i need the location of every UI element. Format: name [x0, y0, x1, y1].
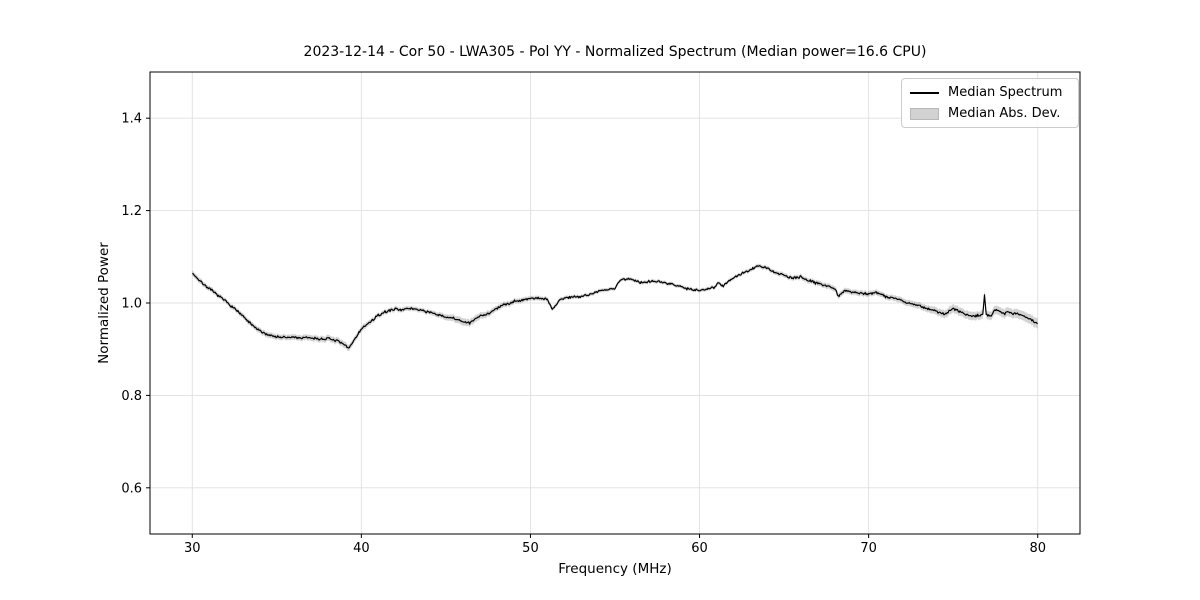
y-tick-label: 1.0 [121, 297, 142, 312]
legend: Median Spectrum Median Abs. Dev. [901, 78, 1079, 128]
y-axis-label: Normalized Power [96, 242, 112, 364]
x-axis-label: Frequency (MHz) [558, 561, 672, 577]
x-tick-label: 30 [184, 541, 201, 556]
legend-item-median-spectrum: Median Spectrum [910, 84, 1070, 101]
legend-label: Median Abs. Dev. [948, 106, 1061, 121]
x-tick-label: 40 [353, 541, 370, 556]
legend-item-median-abs-dev: Median Abs. Dev. [910, 105, 1070, 122]
chart-title: 2023-12-14 - Cor 50 - LWA305 - Pol YY - … [303, 44, 927, 60]
x-tick-label: 80 [1029, 541, 1046, 556]
x-tick-label: 60 [691, 541, 708, 556]
legend-label: Median Spectrum [948, 85, 1063, 100]
median-abs-dev-band [192, 263, 1038, 352]
x-tick-label: 50 [522, 541, 539, 556]
x-tick-label: 70 [860, 541, 877, 556]
y-tick-label: 0.8 [121, 389, 142, 404]
median-spectrum-line [192, 265, 1038, 349]
median-spectrum-line-swatch-icon [910, 91, 939, 94]
y-tick-label: 1.4 [121, 112, 142, 127]
y-tick-label: 0.6 [121, 481, 142, 496]
y-tick-label: 1.2 [121, 204, 142, 219]
median-abs-dev-patch-swatch-icon [910, 107, 939, 120]
